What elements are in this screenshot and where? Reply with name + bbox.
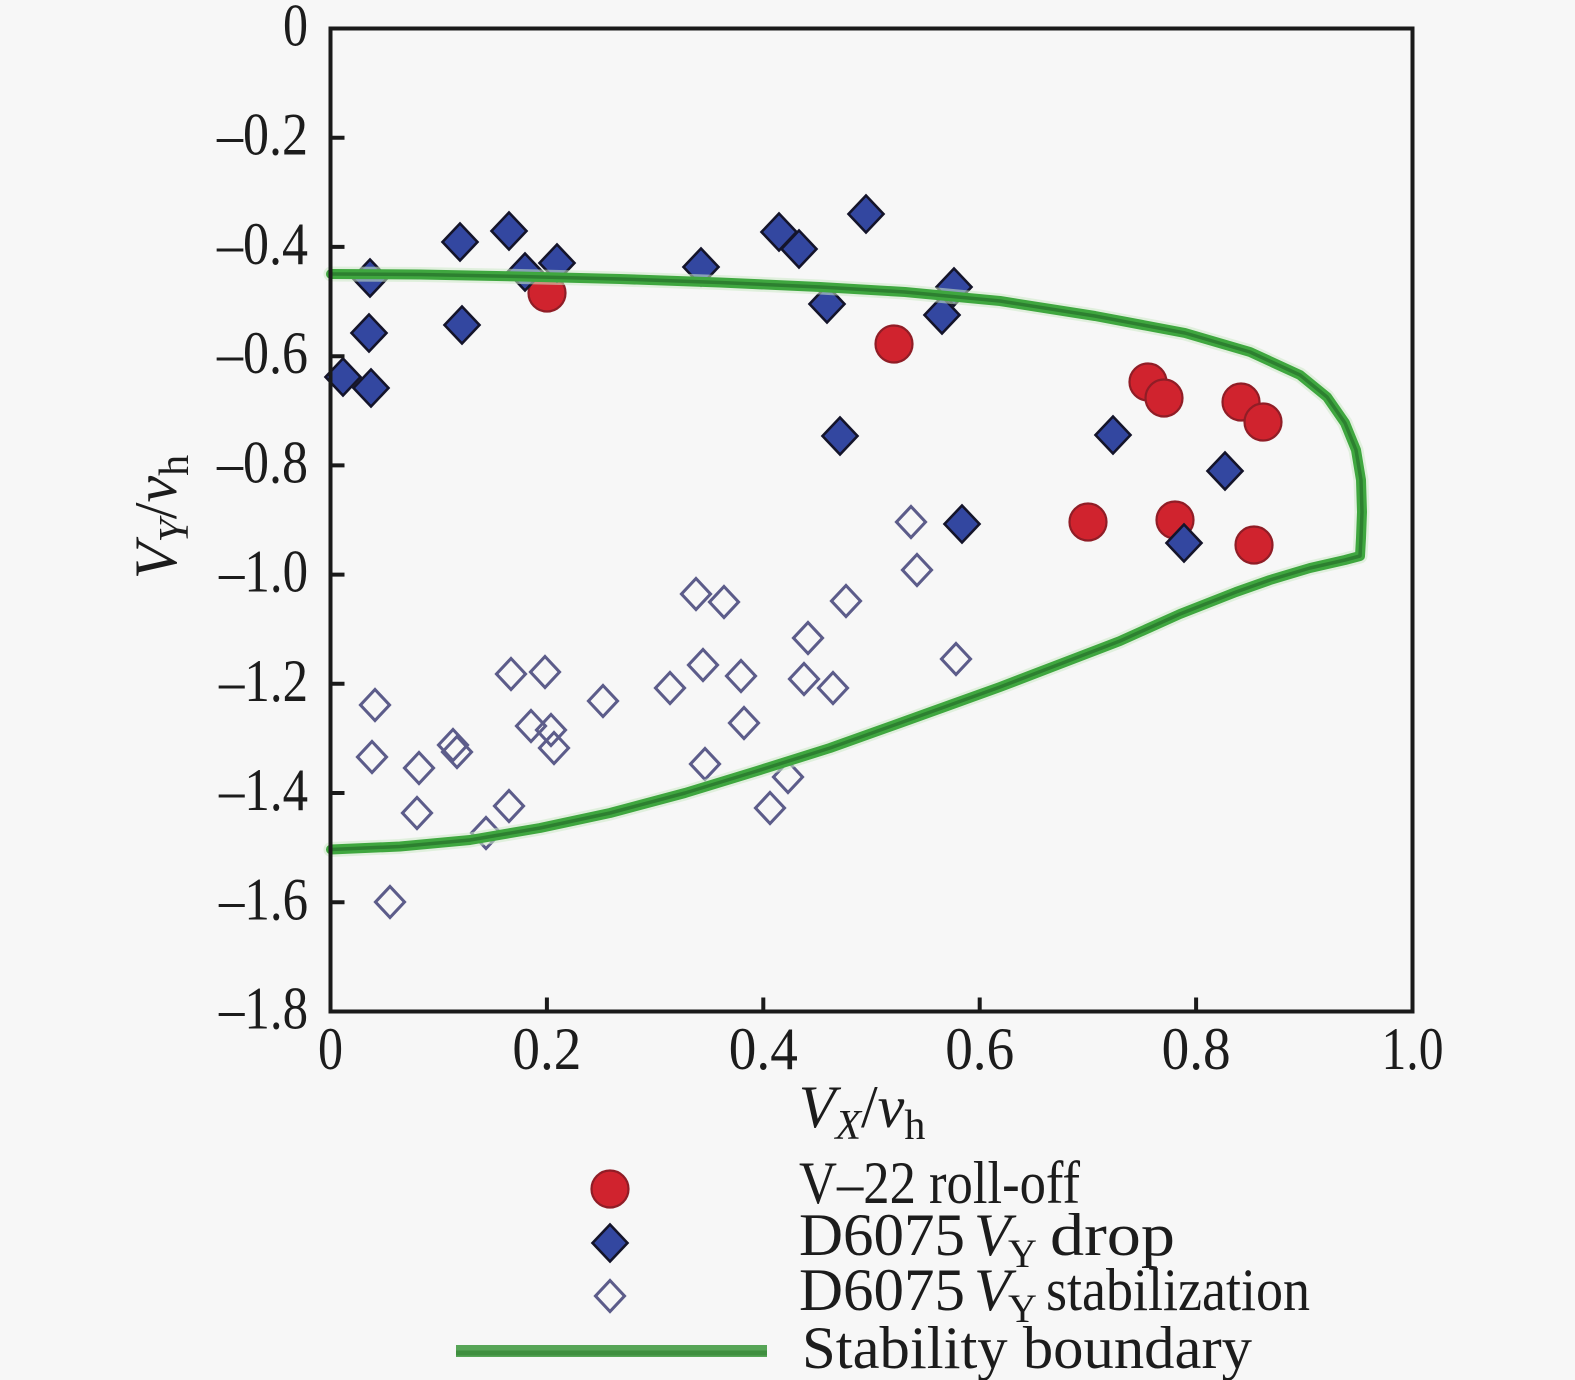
svg-text:0: 0 (318, 1016, 343, 1082)
svg-text:–1.4: –1.4 (218, 757, 308, 823)
svg-text:VX/vh: VX/vh (799, 1074, 926, 1149)
svg-text:0.8: 0.8 (1162, 1016, 1231, 1082)
svg-text:V: V (974, 1202, 1017, 1268)
svg-text:–0.6: –0.6 (216, 320, 308, 386)
svg-text:V: V (974, 1257, 1017, 1323)
svg-text:–0.4: –0.4 (216, 211, 308, 277)
svg-text:Stability boundary: Stability boundary (802, 1315, 1252, 1380)
svg-text:D6075: D6075 (799, 1202, 965, 1268)
svg-text:–1.2: –1.2 (218, 648, 308, 714)
svg-text:–0.8: –0.8 (216, 429, 308, 495)
svg-text:Y: Y (1008, 1286, 1037, 1331)
svg-text:–1.0: –1.0 (218, 539, 308, 605)
svg-text:drop: drop (1050, 1202, 1175, 1268)
svg-text:1.0: 1.0 (1382, 1016, 1444, 1082)
svg-text:Y: Y (1008, 1231, 1037, 1276)
svg-text:–1.6: –1.6 (218, 866, 308, 932)
svg-text:0.6: 0.6 (945, 1016, 1014, 1082)
svg-text:VY/vh: VY/vh (123, 455, 198, 579)
svg-text:0.2: 0.2 (512, 1016, 581, 1082)
svg-text:0.4: 0.4 (729, 1016, 798, 1082)
svg-text:0: 0 (283, 0, 308, 59)
svg-text:–1.8: –1.8 (218, 976, 308, 1042)
svg-text:–0.2: –0.2 (216, 102, 308, 168)
svg-text:stabilization: stabilization (1046, 1257, 1310, 1323)
svg-text:D6075: D6075 (799, 1257, 965, 1323)
svg-text:V–22 roll-off: V–22 roll-off (799, 1150, 1080, 1216)
